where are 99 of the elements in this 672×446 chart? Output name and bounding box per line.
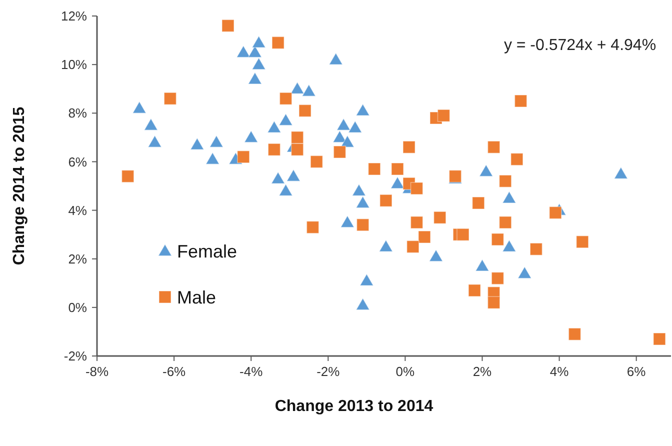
point — [437, 109, 450, 122]
point — [530, 242, 543, 256]
point — [278, 184, 293, 196]
point — [236, 45, 250, 58]
point — [164, 92, 177, 105]
point — [352, 184, 366, 196]
point — [487, 140, 500, 154]
point — [429, 249, 444, 262]
y-tick-label: 4% — [68, 202, 88, 218]
point — [391, 162, 404, 176]
x-tick-label: 6% — [626, 364, 646, 379]
point — [306, 220, 320, 234]
y-tick-label: 0% — [68, 300, 88, 315]
point — [514, 94, 528, 108]
y-axis-title: Change 2014 to 2015 — [11, 106, 28, 266]
point — [456, 228, 470, 241]
point — [390, 176, 404, 189]
point — [332, 130, 347, 143]
point — [410, 216, 424, 229]
point — [475, 259, 490, 272]
point — [498, 174, 512, 188]
legend-label: Female — [177, 241, 238, 262]
point — [402, 140, 416, 154]
point — [236, 150, 250, 164]
point — [491, 272, 504, 285]
point — [244, 130, 258, 143]
point — [121, 170, 134, 183]
point — [576, 235, 589, 248]
point — [333, 146, 346, 158]
point — [549, 206, 562, 220]
x-tick-label: -2% — [316, 364, 340, 379]
point — [209, 135, 224, 148]
point — [267, 120, 282, 133]
point — [491, 233, 504, 246]
point — [502, 191, 516, 204]
point — [340, 135, 354, 148]
y-tick-label: 2% — [68, 251, 88, 266]
legend-label: Male — [177, 287, 216, 308]
point — [290, 82, 304, 94]
point — [356, 104, 370, 116]
point — [278, 113, 293, 126]
annotation: y = -0.5724x + 4.94% — [504, 37, 656, 54]
point — [310, 155, 323, 168]
x-tick-label: -8% — [85, 364, 109, 379]
point — [356, 218, 370, 232]
point — [487, 296, 500, 309]
point — [356, 196, 370, 208]
point — [406, 240, 420, 254]
point — [518, 266, 532, 279]
point — [252, 36, 266, 48]
x-tick-label: -4% — [240, 364, 264, 379]
point — [468, 284, 481, 297]
point — [272, 36, 284, 50]
y-tick-label: 8% — [68, 106, 88, 121]
point — [340, 215, 354, 228]
point — [348, 120, 362, 133]
point — [378, 240, 393, 252]
point — [360, 274, 374, 286]
point — [206, 152, 220, 164]
x-tick-label: -6% — [162, 364, 186, 379]
y-tick-label: 10% — [60, 57, 88, 72]
point — [298, 104, 312, 118]
point — [614, 166, 628, 180]
y-tick-label: -2% — [64, 348, 88, 364]
point — [132, 101, 146, 114]
point — [433, 211, 446, 224]
point — [502, 240, 516, 252]
point — [356, 298, 370, 310]
point — [290, 143, 304, 156]
point — [336, 118, 351, 130]
point — [252, 58, 266, 70]
point — [190, 138, 204, 150]
point — [279, 92, 292, 105]
y-tick-label: 6% — [68, 154, 88, 170]
point — [286, 169, 300, 182]
point — [248, 72, 262, 84]
point — [302, 84, 316, 96]
x-tick-label: 2% — [472, 364, 492, 379]
point — [148, 135, 162, 148]
point — [268, 143, 281, 156]
point — [290, 131, 304, 144]
point — [568, 328, 582, 341]
point — [498, 216, 512, 229]
point — [472, 196, 485, 210]
point — [410, 182, 424, 195]
x-tick-label: 0% — [396, 364, 416, 379]
point — [653, 332, 666, 346]
x-tick-label: 4% — [550, 364, 570, 379]
x-axis-title: Change 2013 to 2014 — [274, 398, 434, 415]
point — [271, 172, 286, 184]
point — [510, 152, 524, 166]
point — [479, 164, 494, 177]
y-tick-label: 12% — [60, 8, 88, 24]
point — [222, 19, 234, 32]
point — [144, 118, 158, 130]
point — [368, 162, 381, 176]
point — [380, 194, 392, 207]
point — [328, 52, 343, 65]
point — [418, 230, 431, 244]
